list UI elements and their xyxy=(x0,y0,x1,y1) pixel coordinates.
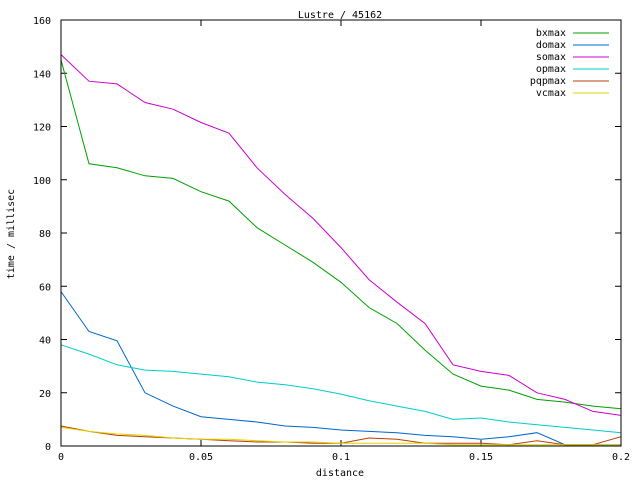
series-line-bxmax xyxy=(60,59,622,410)
y-tick-label: 120 xyxy=(33,123,51,134)
y-tick-label: 160 xyxy=(33,16,51,27)
series-lines xyxy=(60,54,622,446)
series-line-domax xyxy=(60,291,621,446)
x-tick-label: 0.15 xyxy=(469,452,493,463)
y-tick-label: 140 xyxy=(33,69,51,80)
x-tick-label: 0.05 xyxy=(189,452,213,463)
y-tick-label: 20 xyxy=(39,389,51,400)
legend-label-pqpmax: pqpmax xyxy=(530,76,566,87)
legend-label-somax: somax xyxy=(536,52,566,63)
y-tick-label: 40 xyxy=(39,336,51,347)
x-tick-label: 0.1 xyxy=(332,452,350,463)
chart-title: Lustre / 45162 xyxy=(298,10,382,21)
y-tick-label: 0 xyxy=(45,442,51,453)
y-tick-label: 60 xyxy=(39,282,51,293)
series-line-somax xyxy=(60,54,622,416)
y-tick-label: 100 xyxy=(33,176,51,187)
y-tick-label: 80 xyxy=(39,229,51,240)
x-tick-label: 0.2 xyxy=(612,452,630,463)
series-line-vcmax xyxy=(60,426,621,446)
x-axis-label: distance xyxy=(316,468,364,479)
series-line-opmax xyxy=(60,344,622,434)
legend-label-opmax: opmax xyxy=(536,64,566,75)
y-axis-label: time / millisec xyxy=(6,189,17,279)
legend-label-domax: domax xyxy=(536,40,566,51)
plot-frame xyxy=(60,19,622,447)
legend-label-bxmax: bxmax xyxy=(536,28,566,39)
x-tick-label: 0 xyxy=(58,452,64,463)
legend-label-vcmax: vcmax xyxy=(536,88,566,99)
